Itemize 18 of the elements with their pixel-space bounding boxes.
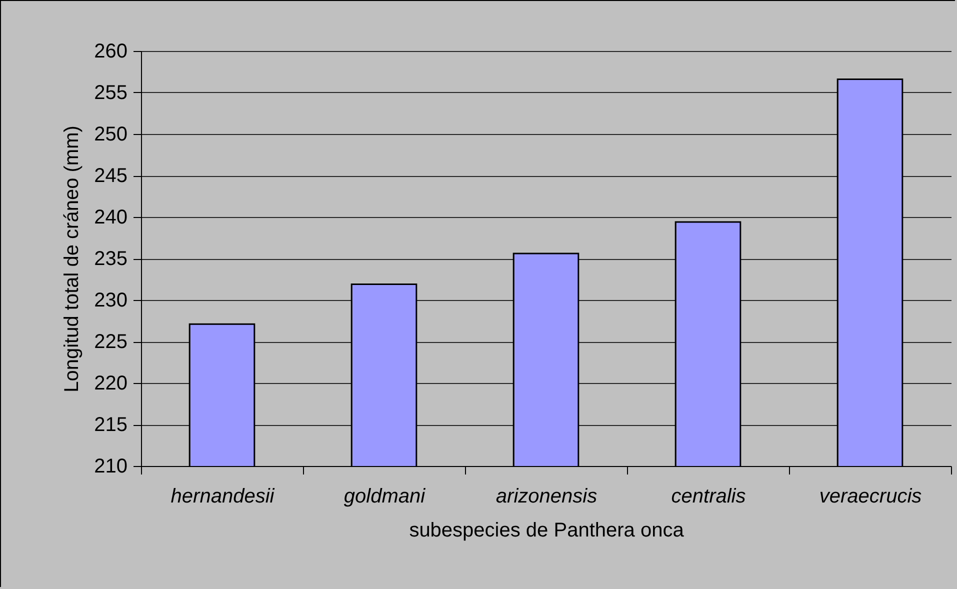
y-tick-label: 220 xyxy=(94,372,128,394)
y-tick-label: 215 xyxy=(94,414,128,436)
y-tick-label: 255 xyxy=(94,82,128,104)
x-tick-label: centralis xyxy=(671,486,746,508)
y-tick-label: 235 xyxy=(94,248,128,270)
x-tick-label: hernandesii xyxy=(170,486,275,508)
x-tick-label: arizonensis xyxy=(496,486,598,508)
y-tick-label: 260 xyxy=(94,40,128,62)
y-axis-title: Longitud total de cráneo (mm) xyxy=(61,126,84,392)
y-tick-label: 210 xyxy=(94,456,128,478)
x-tick-label: veraecrucis xyxy=(819,486,922,508)
y-tick-label: 250 xyxy=(94,124,128,146)
y-tick-label: 245 xyxy=(94,165,128,187)
x-axis-title: subespecies de Panthera onca xyxy=(409,520,685,542)
x-tick-label: goldmani xyxy=(344,486,426,508)
y-tick-label: 240 xyxy=(94,206,128,228)
y-tick-label: 230 xyxy=(94,290,128,312)
y-tick-label: 225 xyxy=(94,331,128,353)
